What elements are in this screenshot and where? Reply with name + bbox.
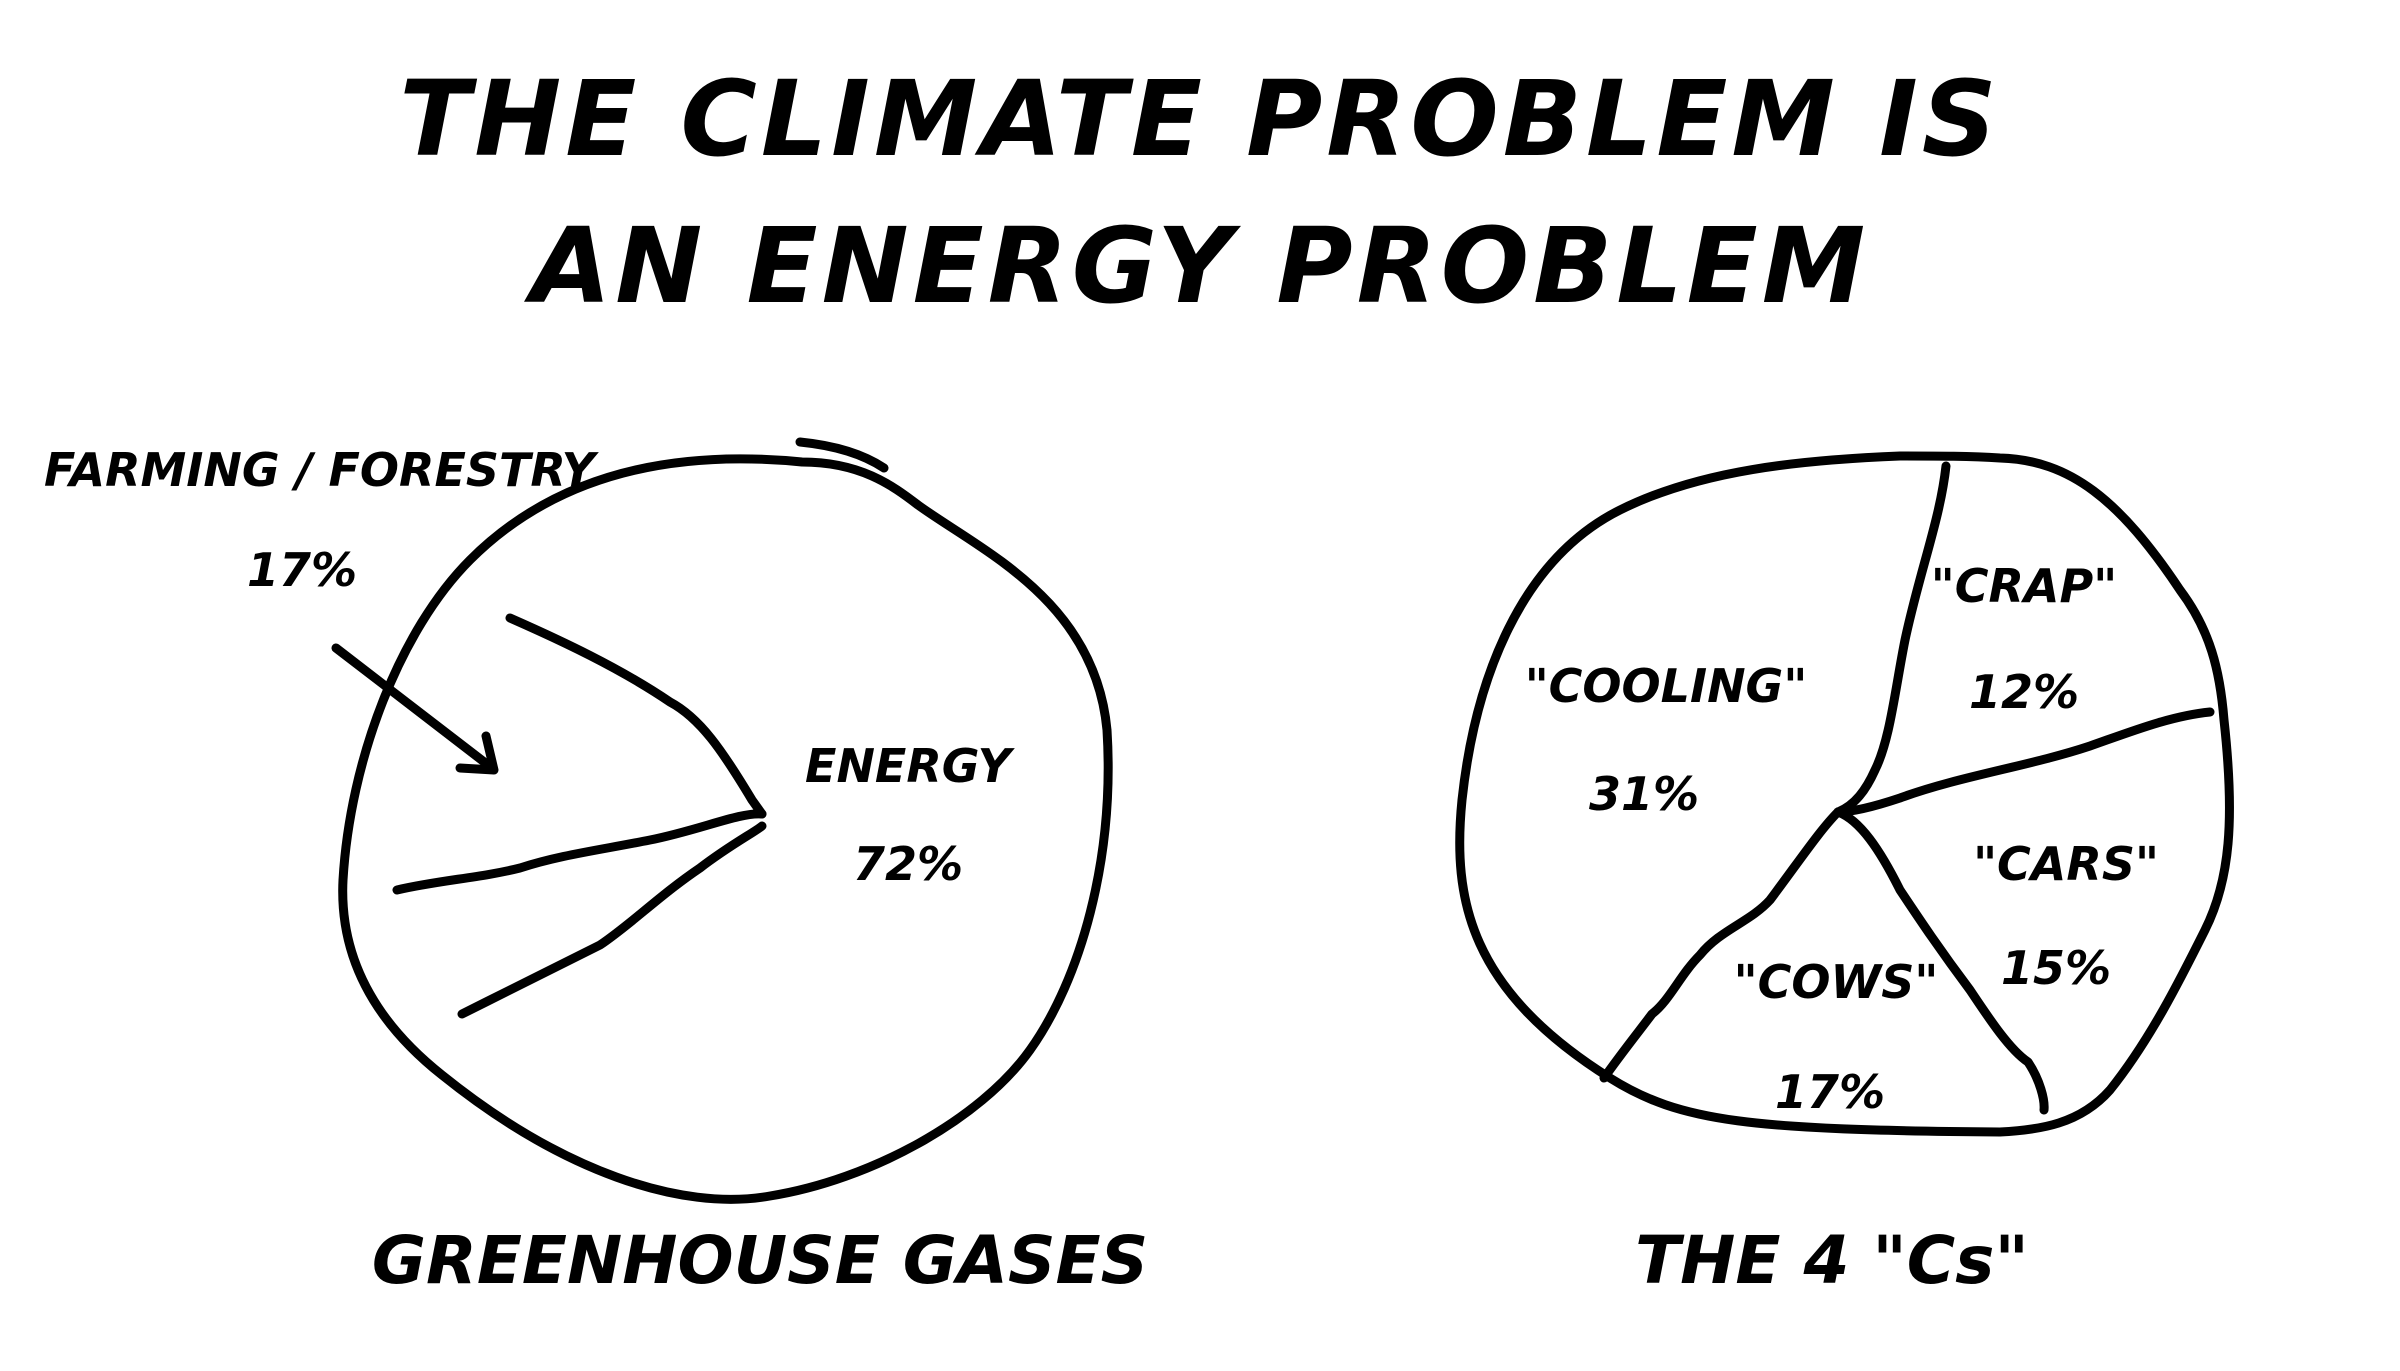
pie-chart-greenhouse-gases: ENERGY 72% FARMING / FORESTRY 17% GREENH… <box>44 437 1148 1299</box>
slice-value-cooling: 31% <box>1589 767 1699 821</box>
slice-divider-cars-cows <box>1833 807 2049 1115</box>
slice-divider-lower <box>457 821 767 1019</box>
slice-divider-upper <box>505 613 767 819</box>
slice-divider-crap-cars <box>1833 707 2215 817</box>
slice-value-farming: 17% <box>247 543 357 597</box>
slice-label-cooling: "COOLING" <box>1525 659 1808 713</box>
slice-label-energy: ENERGY <box>805 739 1016 793</box>
chart-title-greenhouse-gases: GREENHOUSE GASES <box>372 1222 1148 1299</box>
slice-value-crap: 12% <box>1969 665 2079 719</box>
slice-divider-middle <box>392 809 767 895</box>
slice-value-cars: 15% <box>2001 941 2111 995</box>
chart-title-four-cs: THE 4 "Cs" <box>1635 1222 2029 1299</box>
slice-value-energy: 72% <box>853 837 963 891</box>
slice-label-crap: "CRAP" <box>1931 559 2117 613</box>
annotation-arrow <box>331 643 499 775</box>
pie-outline-greenhouse <box>338 454 1113 1204</box>
pie-chart-four-cs: "COOLING" 31% "CRAP" 12% "CARS" 15% "COW… <box>1455 451 2235 1299</box>
slice-label-cows: "COWS" <box>1734 955 1939 1009</box>
page-title-line-2: AN ENERGY PROBLEM <box>530 205 1870 327</box>
slice-label-cars: "CARS" <box>1973 837 2159 891</box>
slice-divider-cooling-crap <box>1833 461 1951 817</box>
slice-label-farming: FARMING / FORESTRY <box>44 443 600 497</box>
page-title-line-1: THE CLIMATE PROBLEM IS <box>399 58 2001 180</box>
slice-divider-cows-cooling <box>1599 807 1843 1083</box>
pie-outline-tail <box>795 437 889 473</box>
slice-value-cows: 17% <box>1775 1065 1885 1119</box>
pie-outline-four-cs <box>1455 451 2235 1137</box>
